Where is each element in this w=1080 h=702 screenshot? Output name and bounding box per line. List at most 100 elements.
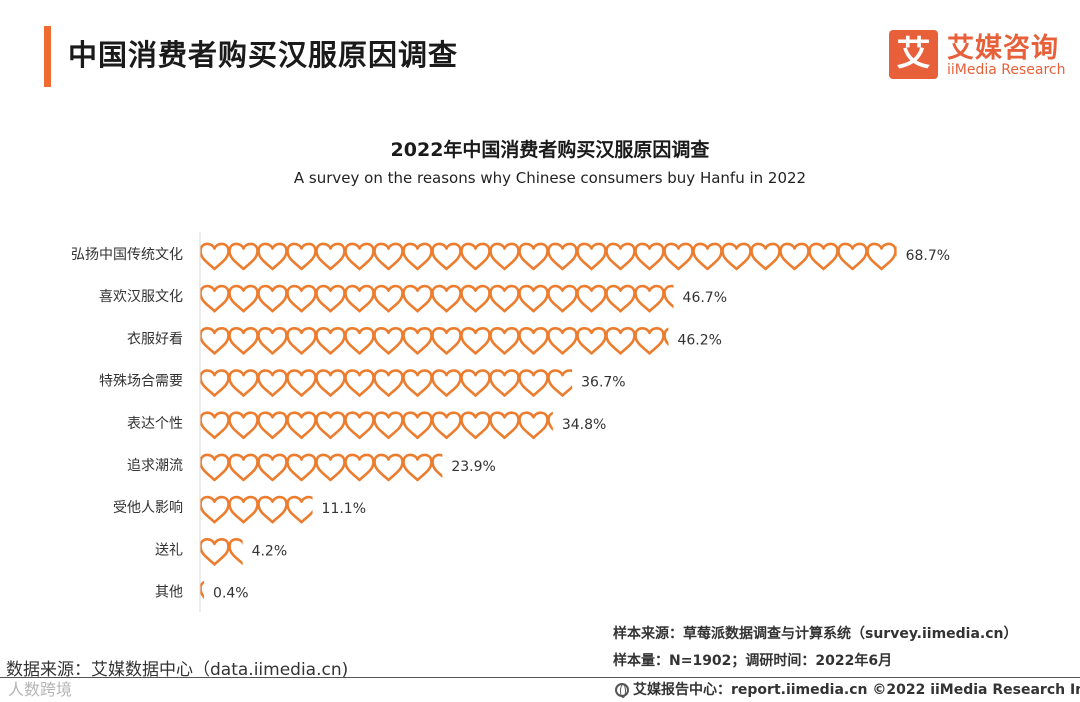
- heart-icon: [200, 327, 230, 355]
- heart-icon: [344, 242, 375, 271]
- heart-icon: [344, 453, 375, 482]
- value-label: 46.2%: [677, 332, 721, 348]
- heart-icon: [431, 284, 462, 313]
- heart-icon: [200, 538, 230, 566]
- value-label: 4.2%: [252, 543, 288, 559]
- heart-icon: [315, 284, 346, 313]
- category-label: 弘扬中国传统文化: [71, 247, 183, 263]
- heart-icon: [402, 327, 433, 355]
- report-center: 艾媒报告中心：report.iimedia.cn ©2022 iiMedia R…: [615, 679, 1080, 699]
- report-center-text: 艾媒报告中心：report.iimedia.cn ©2022 iiMedia R…: [633, 682, 1080, 698]
- value-label: 36.7%: [581, 375, 625, 391]
- heart-icon: [228, 284, 259, 313]
- heart-icon: [837, 242, 868, 271]
- value-label: 68.7%: [906, 248, 950, 264]
- heart-icon: [866, 242, 897, 271]
- heart-bar: [200, 327, 669, 355]
- heart-icon: [315, 453, 346, 482]
- heart-bar: [200, 538, 243, 566]
- value-label: 34.8%: [562, 417, 606, 433]
- heart-icon: [518, 242, 549, 271]
- heart-icon: [257, 411, 288, 440]
- heart-icon: [200, 495, 230, 524]
- heart-icon: [460, 327, 491, 355]
- heart-icon: [547, 327, 578, 355]
- page-title: 中国消费者购买汉服原因调查: [68, 38, 459, 72]
- sample-size: 样本量：N=1902；调研时间：2022年6月: [613, 653, 893, 669]
- heart-bar: [200, 411, 553, 440]
- heart-icon: [402, 242, 433, 271]
- heart-icon: [605, 327, 636, 355]
- logo-mark: 艾: [889, 30, 938, 79]
- heart-icon: [663, 284, 674, 309]
- heart-icon: [228, 369, 259, 397]
- heart-icon: [576, 242, 607, 271]
- heart-icon: [518, 369, 549, 397]
- heart-icon: [200, 242, 230, 271]
- heart-icon: [634, 242, 665, 271]
- heart-icon: [315, 242, 346, 271]
- heart-icon: [518, 327, 549, 355]
- value-label: 0.4%: [213, 586, 249, 602]
- footer-divider: [0, 677, 1080, 678]
- heart-icon: [576, 284, 607, 313]
- heart-icon: [518, 411, 549, 440]
- heart-icon: [489, 369, 520, 397]
- heart-icon: [663, 242, 694, 271]
- chart-subtitle: A survey on the reasons why Chinese cons…: [293, 169, 807, 187]
- heart-icon: [779, 242, 810, 271]
- heart-icon: [605, 242, 636, 271]
- heart-icon: [344, 327, 375, 355]
- heart-icon: [344, 369, 375, 397]
- heart-icon: [431, 411, 462, 440]
- heart-icon: [200, 284, 230, 313]
- category-label: 衣服好看: [127, 331, 183, 347]
- heart-icon: [663, 327, 669, 347]
- heart-icon: [228, 495, 259, 524]
- heart-icon: [460, 369, 491, 397]
- heart-icon: [692, 242, 723, 271]
- heart-icon: [286, 369, 317, 397]
- heart-icon: [518, 284, 549, 313]
- value-label: 11.1%: [322, 501, 366, 517]
- heart-icon: [373, 242, 404, 271]
- heart-icon: [200, 580, 205, 599]
- chart-title: 2022年中国消费者购买汉服原因调查: [390, 139, 710, 161]
- heart-icon: [286, 453, 317, 482]
- heart-icon: [257, 242, 288, 271]
- heart-bar: [200, 284, 674, 313]
- heart-icon: [489, 327, 520, 355]
- heart-icon: [431, 369, 462, 397]
- heart-icon: [402, 284, 433, 313]
- heart-icon: [228, 453, 259, 482]
- heart-icon: [257, 284, 288, 313]
- heart-icon: [460, 411, 491, 440]
- value-label: 23.9%: [451, 459, 495, 475]
- category-label: 送礼: [155, 542, 183, 558]
- heart-icon: [721, 242, 752, 271]
- category-label: 其他: [155, 585, 183, 601]
- heart-icon: [228, 411, 259, 440]
- heart-icon: [373, 327, 404, 355]
- heart-icon: [547, 411, 553, 431]
- heart-icon: [344, 411, 375, 440]
- heart-icon: [315, 327, 346, 355]
- heart-icon: [257, 453, 288, 482]
- logo-cn-text: 艾媒咨询: [947, 33, 1059, 64]
- data-source: 数据来源：艾媒数据中心（data.iimedia.cn): [6, 660, 349, 680]
- heart-icon: [228, 538, 243, 566]
- value-label: 46.7%: [683, 290, 727, 306]
- heart-icon: [373, 453, 404, 482]
- heart-icon: [460, 284, 491, 313]
- heart-icon: [489, 411, 520, 440]
- heart-icon: [547, 284, 578, 313]
- category-label: 追求潮流: [127, 458, 183, 474]
- heart-icon: [489, 242, 520, 271]
- heart-icon: [373, 284, 404, 313]
- heart-icon: [634, 327, 665, 355]
- watermark: 人数跨境: [8, 680, 73, 699]
- heart-icon: [373, 411, 404, 440]
- heart-icon: [344, 284, 375, 313]
- heart-icon: [547, 242, 578, 271]
- heart-icon: [576, 327, 607, 355]
